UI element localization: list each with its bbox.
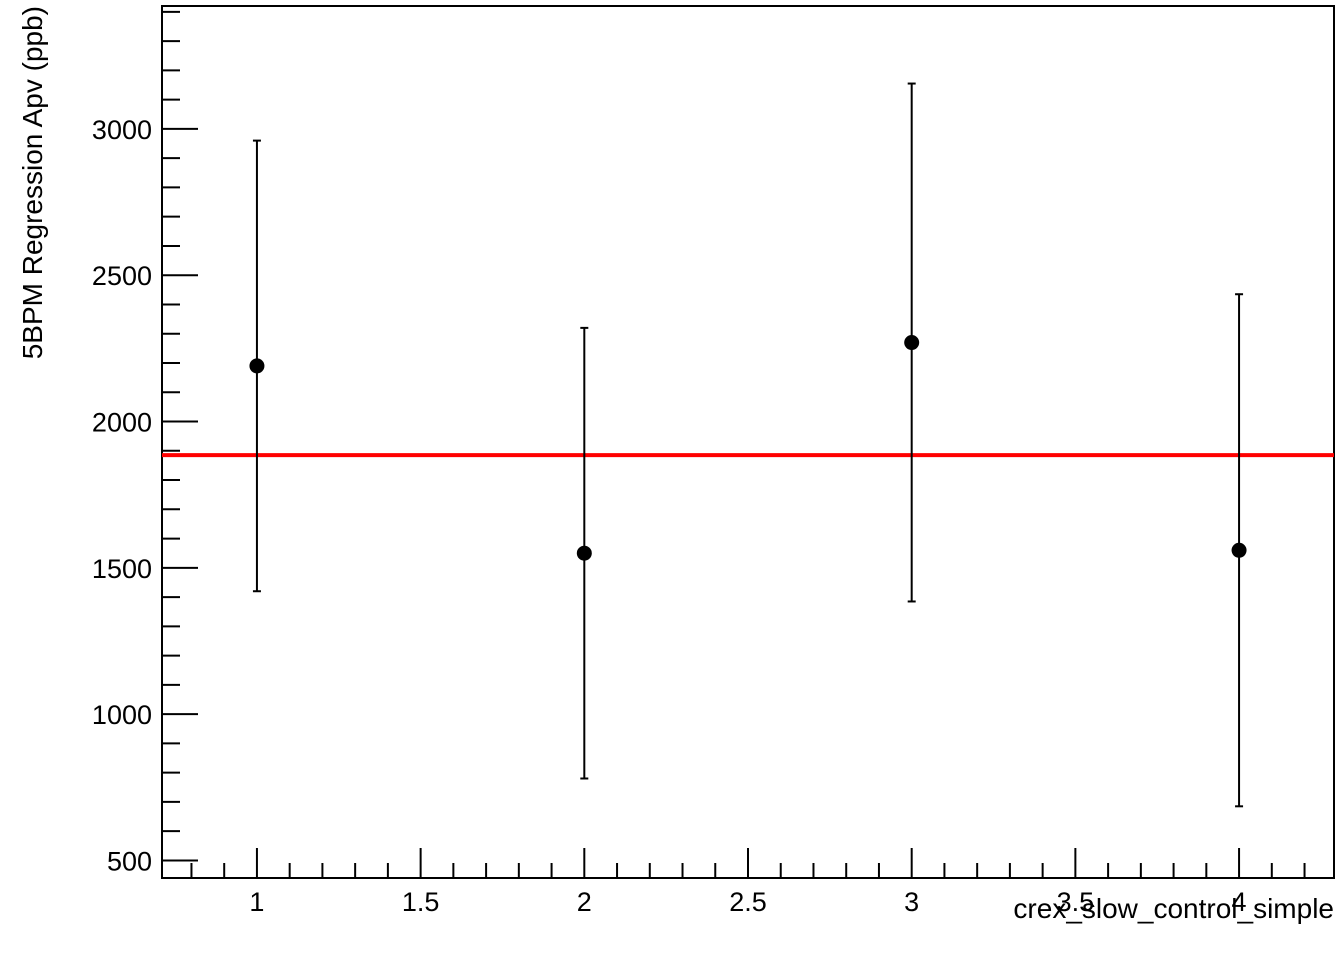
data-point [249, 358, 265, 374]
y-axis-title: 5BPM Regression Apv (ppb) [17, 6, 48, 359]
y-tick-label: 2500 [92, 261, 152, 291]
data-point [1231, 542, 1247, 558]
x-tick-label: 3 [904, 887, 919, 917]
x-tick-label: 2.5 [729, 887, 767, 917]
data-point [576, 545, 592, 561]
y-tick-label: 2000 [92, 408, 152, 438]
y-tick-label: 3000 [92, 115, 152, 145]
y-tick-label: 500 [107, 846, 152, 876]
plot-frame [161, 5, 1335, 879]
y-tick-label: 1000 [92, 700, 152, 730]
x-axis-title: crex_slow_control_simple [1013, 893, 1334, 924]
x-tick-label: 3.5 [1057, 887, 1095, 917]
x-tick-label: 1 [249, 887, 264, 917]
y-tick-label: 1500 [92, 554, 152, 584]
x-tick-label: 1.5 [402, 887, 440, 917]
x-tick-label: 2 [577, 887, 592, 917]
data-point [904, 335, 920, 351]
x-tick-label: 4 [1232, 887, 1247, 917]
